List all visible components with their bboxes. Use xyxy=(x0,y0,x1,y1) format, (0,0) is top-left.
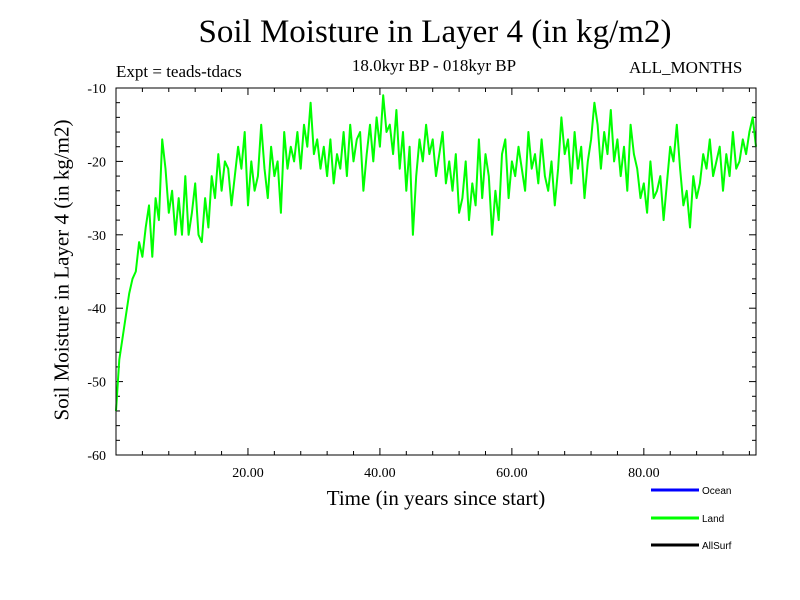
legend-label-allsurf: AllSurf xyxy=(702,541,732,552)
x-tick-label: 80.00 xyxy=(628,466,660,481)
y-tick-label: -40 xyxy=(87,302,106,317)
y-tick-label: -10 xyxy=(87,82,106,97)
x-axis-label: Time (in years since start) xyxy=(326,486,546,510)
period-label: 18.0kyr BP - 018kyr BP xyxy=(351,56,517,75)
series-lines xyxy=(115,94,757,412)
axes: -60 -50 -40 -30 -20 -10 20.00 40.00 60.00 80.00 xyxy=(87,82,756,481)
legend: Ocean Land AllSurf xyxy=(651,486,732,552)
chart-title: Soil Moisture in Layer 4 (in kg/m2) xyxy=(198,14,672,50)
plot-frame xyxy=(115,87,757,456)
x-tick-label: 20.00 xyxy=(232,466,264,481)
legend-label-land: Land xyxy=(702,514,724,525)
x-tick-label: 60.00 xyxy=(496,466,528,481)
series-line-land xyxy=(115,94,757,412)
y-tick-label: -50 xyxy=(87,376,106,391)
x-tick-label: 40.00 xyxy=(364,466,396,481)
y-tick-label: -20 xyxy=(87,155,106,170)
y-tick-label: -60 xyxy=(87,449,106,464)
y-tick-label: -30 xyxy=(87,229,106,244)
experiment-label: Expt = teads-tdacs xyxy=(116,62,242,81)
legend-label-ocean: Ocean xyxy=(702,486,731,497)
months-label: ALL_MONTHS xyxy=(629,58,743,77)
